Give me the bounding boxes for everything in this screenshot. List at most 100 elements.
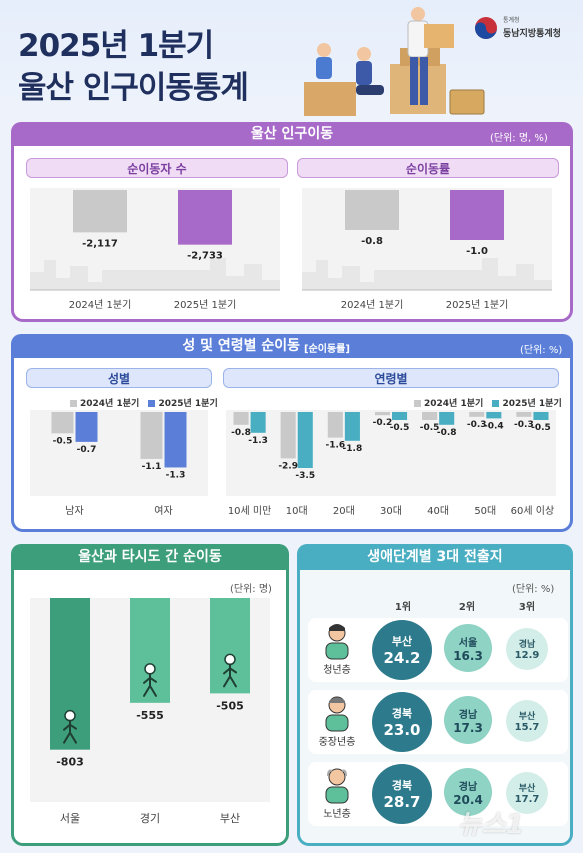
bar-value-label: -2,117 — [82, 238, 118, 249]
life-stage-label-middle-aged: 중장년층 — [318, 737, 356, 748]
destination-name: 부산 — [391, 635, 413, 648]
bar-2024 — [51, 412, 74, 434]
bar-2024 — [327, 412, 343, 438]
legend-swatch-2024 — [70, 400, 77, 407]
x-tick-label: 2025년 1분기 — [446, 299, 509, 311]
page-title-line1: 2025년 1분기 — [18, 28, 214, 64]
life-stage-label-youth: 청년층 — [323, 665, 351, 676]
bar-2024 — [345, 190, 399, 230]
bar-value-label: -1.8 — [343, 444, 363, 454]
destination-rank3-youth: 경남 12.9 — [506, 628, 548, 670]
city-skyline-decoration — [302, 258, 552, 290]
x-tick-label: 경기 — [140, 812, 160, 825]
bar-value-label: -2.9 — [278, 461, 298, 471]
destination-rank2-youth: 서울 16.3 — [444, 624, 492, 672]
destination-rank2-senior: 경남 20.4 — [444, 768, 492, 816]
legend-sex-2025: 2025년 1분기 — [148, 399, 218, 409]
destination-value: 12.9 — [514, 650, 540, 661]
bar-value-label: -1.3 — [248, 436, 268, 446]
life-stage-label-senior: 노년층 — [323, 809, 351, 820]
bar-2025 — [439, 412, 455, 425]
destination-value: 24.2 — [383, 649, 421, 667]
bar-2024 — [374, 412, 390, 416]
destination-value: 20.4 — [453, 792, 483, 807]
destination-name: 경남 — [458, 709, 478, 721]
net-migrants-subtitle: 순이동자 수 — [26, 158, 288, 178]
x-tick-label: 2024년 1분기 — [69, 299, 132, 311]
legend-label-2024: 2024년 1분기 — [424, 399, 484, 409]
chart-net-migrants: -2,117 2024년 1분기 -2,733 2025년 1분기 — [30, 188, 280, 311]
rank-3-label: 3위 — [518, 602, 536, 613]
bar-2025 — [392, 412, 408, 420]
bar-2024 — [140, 412, 163, 459]
x-tick-label: 50대 — [474, 505, 496, 517]
x-tick-label: 60세 이상 — [511, 505, 555, 517]
legend-label-2025: 2025년 1분기 — [502, 399, 562, 409]
bar-value-label: -0.7 — [77, 445, 97, 455]
bar-2025 — [178, 190, 232, 245]
bar-value-label: -2,733 — [187, 251, 223, 262]
middle-aged-person-icon — [325, 696, 349, 732]
section2-unit: (단위: %) — [520, 345, 563, 356]
destination-name: 부산 — [518, 784, 536, 794]
destination-name: 경남 — [518, 640, 536, 650]
age-subtitle: 연령별 — [223, 368, 559, 388]
chart-sex: -0.5 -0.7 남자 -1.1 -1.3 여자 — [30, 410, 208, 517]
destination-name: 부산 — [518, 712, 536, 722]
bar-2025 — [297, 412, 313, 468]
destination-value: 15.7 — [514, 722, 540, 733]
x-tick-label: 부산 — [220, 812, 240, 825]
legend-sex-2024: 2024년 1분기 — [70, 399, 139, 409]
bar-부산 — [210, 598, 250, 694]
x-tick-label: 남자 — [65, 505, 83, 517]
x-tick-label: 40대 — [427, 505, 449, 517]
rank-1-label: 1위 — [394, 602, 412, 613]
org-small-label: 통계청 — [503, 17, 520, 24]
bar-2024 — [422, 412, 438, 420]
bar-value-label: -0.3 — [514, 420, 534, 430]
section3-title: 울산과 타시도 간 순이동 — [11, 544, 289, 570]
chart-net-migration-rate: -0.8 2024년 1분기 -1.0 2025년 1분기 — [302, 188, 552, 311]
bar-value-label: -0.4 — [484, 421, 504, 431]
destination-name: 경북 — [391, 707, 413, 720]
watermark-logo: 뉴스1 — [458, 810, 524, 840]
walking-person-icon — [224, 653, 236, 666]
bar-2024 — [73, 190, 127, 233]
x-tick-label: 30대 — [380, 505, 402, 517]
bar-2025 — [75, 412, 98, 442]
page-title-line2: 울산 인구이동통계 — [18, 70, 249, 106]
bar-value-label: -0.8 — [231, 428, 251, 438]
bar-value-label: -505 — [216, 699, 244, 712]
bar-2024 — [280, 412, 296, 459]
rank-2-label: 2위 — [458, 602, 476, 613]
sex-subtitle: 성별 — [26, 368, 212, 388]
bar-value-label: -3.5 — [295, 471, 315, 481]
bar-2024 — [469, 412, 485, 417]
youth-person-icon — [325, 624, 349, 660]
bar-2025 — [450, 190, 504, 240]
x-tick-label: 서울 — [60, 812, 80, 825]
destination-rank1-senior: 경북 28.7 — [372, 764, 432, 824]
x-tick-label: 2025년 1분기 — [174, 299, 237, 311]
section4-unit: (단위: %) — [512, 584, 555, 595]
legend-age-2024: 2024년 1분기 — [414, 399, 483, 409]
bar-value-label: -0.5 — [53, 436, 73, 446]
bar-value-label: -555 — [136, 709, 164, 722]
bar-value-label: -0.5 — [390, 423, 410, 433]
org-name: 동남지방통계청 — [503, 29, 561, 39]
x-tick-label: 10대 — [286, 505, 308, 517]
bar-2025 — [164, 412, 187, 468]
destination-rank3-senior: 부산 17.7 — [506, 772, 548, 814]
x-tick-label: 2024년 1분기 — [341, 299, 404, 311]
walking-person-icon — [64, 709, 76, 722]
destination-rank2-middle-aged: 경남 17.3 — [444, 696, 492, 744]
legend-sex: 2024년 1분기 2025년 1분기 — [70, 396, 218, 409]
walking-person-icon — [144, 663, 156, 675]
section2-title-bar — [11, 334, 573, 358]
section1-unit: (단위: 명, %) — [490, 133, 548, 144]
x-tick-label: 10세 미만 — [228, 505, 272, 517]
legend-label-2024: 2024년 1분기 — [80, 399, 140, 409]
bar-2025 — [250, 412, 266, 433]
section4-title: 생애단계별 3대 전출지 — [297, 544, 573, 570]
